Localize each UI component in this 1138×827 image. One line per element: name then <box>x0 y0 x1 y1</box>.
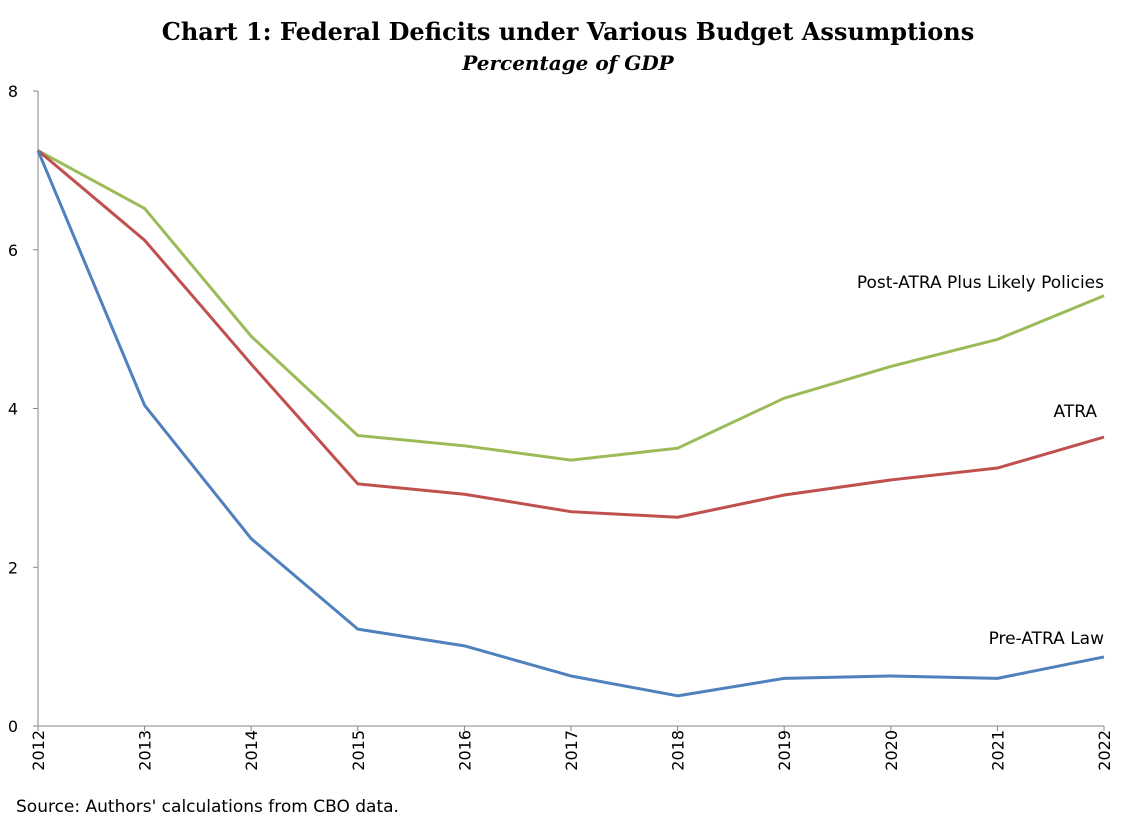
x-tick-label: 2021 <box>988 730 1007 771</box>
series-line-0 <box>37 149 1105 462</box>
series-label-post-atra: Post-ATRA Plus Likely Policies <box>857 273 1104 293</box>
x-tick-label: 2015 <box>349 730 368 771</box>
x-tick-label: 2012 <box>29 730 48 771</box>
x-tick-label: 2022 <box>1095 730 1114 771</box>
x-tick-label: 2017 <box>562 730 581 771</box>
y-tick-label: 6 <box>8 241 18 260</box>
y-tick-label: 2 <box>8 558 18 577</box>
x-tick-label: 2019 <box>775 730 794 771</box>
series-label-atra: ATRA <box>1054 402 1098 422</box>
series-label-pre-atra: Pre-ATRA Law <box>989 629 1105 649</box>
series-line-1 <box>37 149 1105 519</box>
x-tick-label: 2018 <box>669 730 688 771</box>
y-tick-label: 8 <box>8 82 18 101</box>
y-tick-label: 0 <box>8 717 18 736</box>
x-tick-label: 2020 <box>882 730 901 771</box>
series-line-2 <box>36 149 1105 698</box>
chart-title: Chart 1: Federal Deficits under Various … <box>162 17 974 46</box>
x-tick-label: 2013 <box>136 730 155 771</box>
y-tick-label: 4 <box>8 400 18 419</box>
x-tick-label: 2016 <box>455 730 474 771</box>
x-tick-label: 2014 <box>242 730 261 771</box>
chart-subtitle: Percentage of GDP <box>461 51 674 75</box>
source-note: Source: Authors' calculations from CBO d… <box>16 797 399 817</box>
